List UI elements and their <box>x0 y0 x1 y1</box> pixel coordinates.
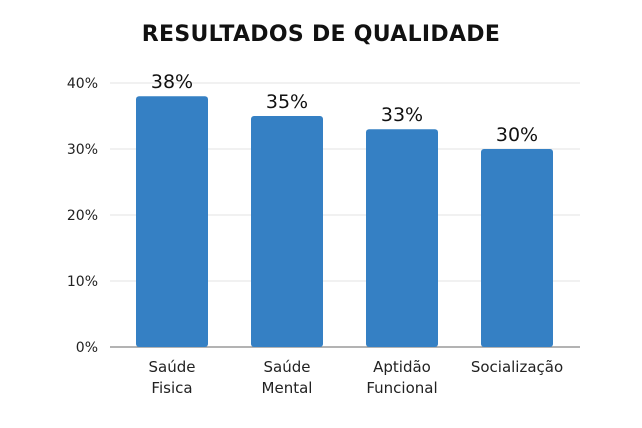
bar-value-label: 38% <box>151 71 193 93</box>
bar <box>136 96 208 347</box>
chart-title: RESULTADOS DE QUALIDADE <box>141 22 501 47</box>
bar <box>481 149 553 347</box>
x-tick-label: Mental <box>262 379 313 397</box>
bar-value-label: 33% <box>381 104 423 126</box>
x-tick-label: Saúde <box>149 358 196 376</box>
y-tick-label: 20% <box>67 208 98 224</box>
y-tick-label: 0% <box>76 340 98 356</box>
bar <box>251 116 323 347</box>
y-tick-label: 10% <box>67 274 98 290</box>
x-tick-label: Funcional <box>366 379 437 397</box>
x-tick-label: Fisica <box>151 379 192 397</box>
x-tick-label: Aptidão <box>373 358 431 376</box>
x-tick-label: Socialização <box>471 358 563 376</box>
bar-value-label: 30% <box>496 124 538 146</box>
bar <box>366 129 438 347</box>
y-tick-label: 40% <box>67 76 98 92</box>
y-tick-label: 30% <box>67 142 98 158</box>
bar-value-label: 35% <box>266 91 308 113</box>
x-tick-label: Saúde <box>264 358 311 376</box>
